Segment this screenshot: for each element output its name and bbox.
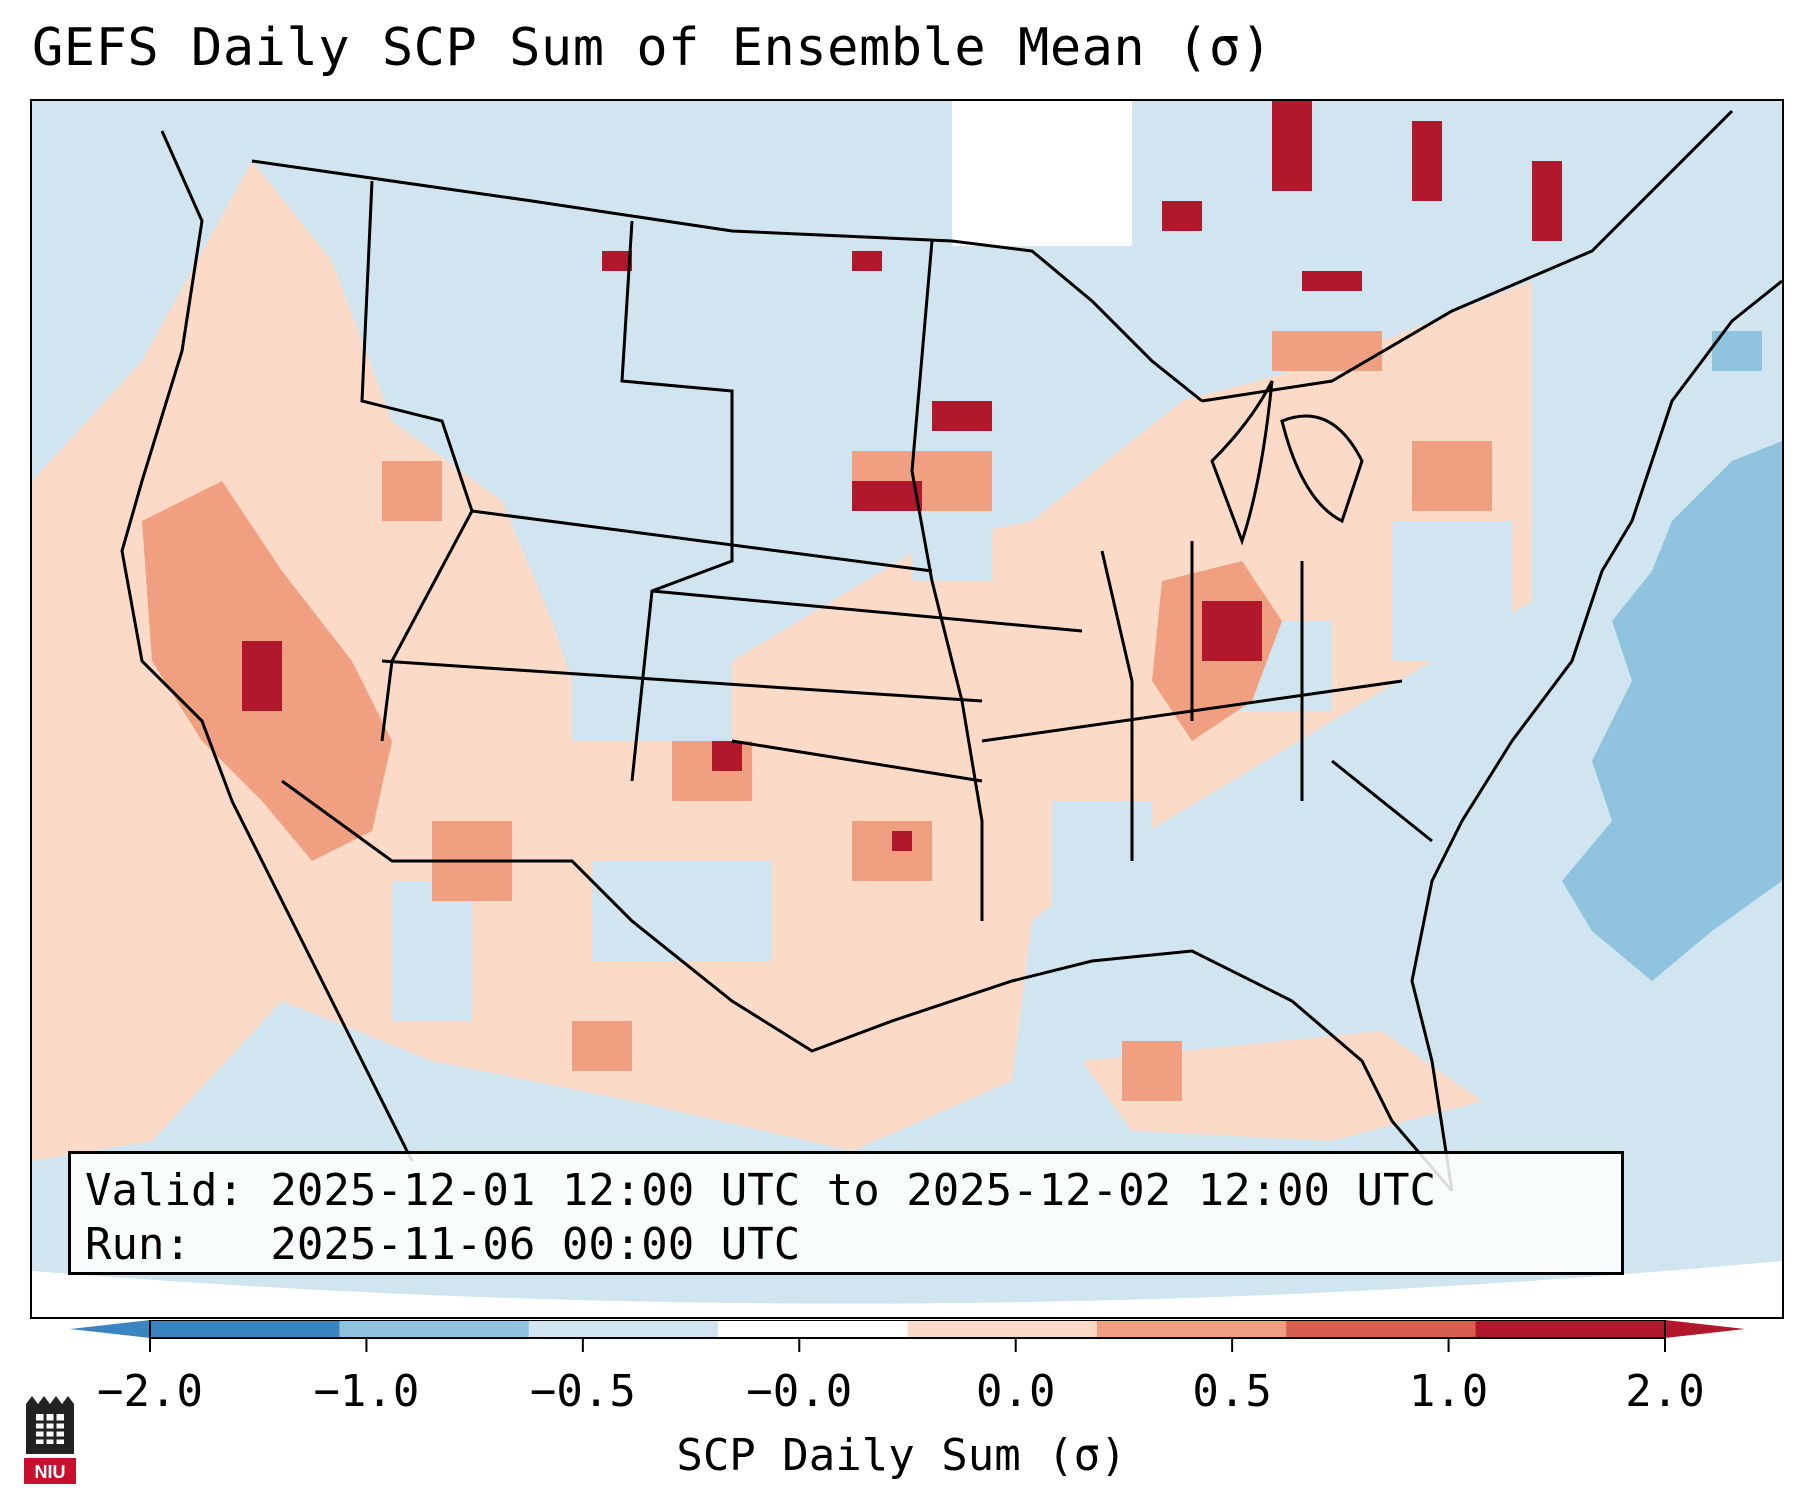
map-panel[interactable]: Valid: 2025-12-01 12:00 UTC to 2025-12-0…	[30, 99, 1784, 1319]
colorbar-segment	[339, 1320, 530, 1338]
map-svg	[32, 101, 1782, 1317]
colorbar-extend-right	[1665, 1320, 1745, 1338]
state-lines-east	[1100, 541, 1433, 861]
niu-logo: NIU	[24, 1396, 76, 1484]
state-lines-west	[360, 180, 474, 742]
colorbar-segments	[150, 1320, 1666, 1338]
colorbar-segment	[150, 1320, 340, 1338]
projection-edge-white	[32, 1261, 1782, 1317]
colorbar-label: SCP Daily Sum (σ)	[676, 1430, 1127, 1481]
colorbar-tick-label: 2.0	[1625, 1366, 1705, 1417]
colorbar-segment	[1096, 1320, 1287, 1338]
valid-run-info-box: Valid: 2025-12-01 12:00 UTC to 2025-12-0…	[68, 1151, 1624, 1275]
colorbar-segment	[1286, 1320, 1477, 1338]
colorbar-segment	[907, 1320, 1098, 1338]
boundaries	[120, 109, 1782, 1192]
colorbar-tick-label: −0.0	[746, 1366, 853, 1417]
colorbar-tick-label: 0.5	[1192, 1366, 1272, 1417]
field-medium-negative	[1562, 331, 1782, 981]
no-data-white-region	[952, 101, 1132, 246]
canada-border	[251, 159, 1203, 403]
field-light-negative-patches	[392, 231, 1512, 1021]
west-coastline	[120, 130, 414, 1162]
field-high-positive	[242, 101, 1562, 851]
logo-text: NIU	[35, 1462, 66, 1482]
state-lines-horizontal	[381, 509, 1403, 783]
map-title: GEFS Daily SCP Sum of Ensemble Mean (σ)	[32, 18, 1273, 78]
colorbar	[70, 1320, 1745, 1352]
valid-line: Valid: 2025-12-01 12:00 UTC to 2025-12-0…	[85, 1165, 1437, 1216]
state-lines-rockies	[620, 220, 734, 782]
east-coastline	[1410, 279, 1782, 1192]
colorbar-tick-marks	[149, 1338, 1666, 1352]
run-line: Run: 2025-11-06 00:00 UTC	[85, 1219, 801, 1270]
colorbar-segment	[528, 1320, 719, 1338]
colorbar-tick-label: 1.0	[1408, 1366, 1489, 1417]
colorbar-tick-label: −2.0	[97, 1366, 203, 1417]
colorbar-outline	[149, 1320, 1666, 1339]
colorbar-segment	[1475, 1320, 1666, 1338]
mexico-gulf-coast	[281, 779, 1293, 1053]
state-lines-plains	[910, 240, 984, 921]
colorbar-tick-label: −0.5	[529, 1366, 636, 1417]
logo-window-grid	[36, 1414, 64, 1444]
northeast-border	[1201, 109, 1734, 403]
colorbar-tick-label: −1.0	[313, 1366, 420, 1417]
logo-banner	[24, 1458, 76, 1484]
colorbar-tick-label: 0.0	[975, 1366, 1056, 1417]
great-lakes	[1210, 380, 1364, 546]
colorbar-extend-left	[70, 1320, 150, 1338]
colorbar-segment	[718, 1320, 908, 1338]
